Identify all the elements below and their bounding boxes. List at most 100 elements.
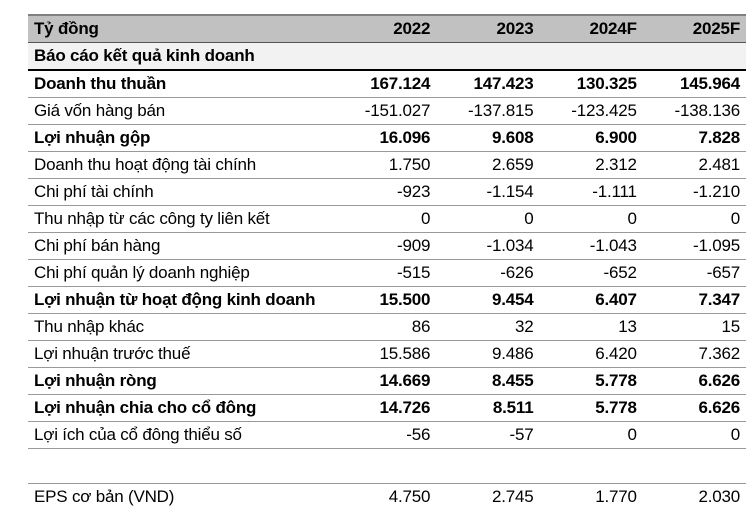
table-row: Chi phí bán hàng -909 -1.034 -1.043 -1.0…	[28, 233, 746, 260]
row-value: 6.626	[698, 398, 740, 417]
row-label: Lợi nhuận chia cho cổ đông	[34, 398, 257, 417]
row-label: Lợi nhuận trước thuế	[34, 344, 191, 363]
row-value: -137.815	[467, 101, 534, 120]
unit-label: Tỷ đồng	[34, 19, 99, 38]
row-label: Chi phí bán hàng	[34, 236, 161, 255]
row-value: 9.486	[491, 344, 534, 363]
row-label: Lợi nhuận ròng	[34, 371, 157, 390]
row-value: -1.095	[692, 236, 740, 255]
row-label: Doanh thu hoạt động tài chính	[34, 155, 256, 174]
row-value: -1.154	[486, 182, 534, 201]
row-value: 6.900	[595, 128, 637, 147]
row-value: 0	[524, 209, 534, 228]
row-value: -515	[397, 263, 431, 282]
row-label: Chi phí tài chính	[34, 182, 154, 201]
table-row: Lợi nhuận ròng 14.669 8.455 5.778 6.626	[28, 368, 746, 395]
row-value: -123.425	[571, 101, 637, 120]
table-header-row: Tỷ đồng 2022 2023 2024F 2025F	[28, 15, 746, 43]
eps-value: 2.745	[491, 487, 534, 506]
row-value: -626	[500, 263, 534, 282]
row-value: -923	[397, 182, 431, 201]
row-value: -57	[509, 425, 534, 444]
table-row: Giá vốn hàng bán -151.027 -137.815 -123.…	[28, 98, 746, 125]
row-value: 0	[627, 209, 637, 228]
row-value: 15.500	[379, 290, 431, 309]
row-value: 13	[618, 317, 637, 336]
row-label: Lợi ích của cổ đông thiểu số	[34, 425, 242, 444]
row-value: 7.362	[698, 344, 740, 363]
row-label: Chi phí quản lý doanh nghiệp	[34, 263, 250, 282]
row-value: 2.659	[491, 155, 534, 174]
eps-row: EPS cơ bản (VND) 4.750 2.745 1.770 2.030	[28, 484, 746, 509]
table-row: Thu nhập khác 86 32 13 15	[28, 314, 746, 341]
row-value: 9.608	[491, 128, 534, 147]
row-value: 6.626	[698, 371, 740, 390]
row-value: -56	[406, 425, 431, 444]
table-row: Lợi nhuận từ hoạt động kinh doanh 15.500…	[28, 287, 746, 314]
spacer-cell	[28, 449, 746, 484]
table-row: Lợi nhuận chia cho cổ đông 14.726 8.511 …	[28, 395, 746, 422]
spacer-row	[28, 449, 746, 484]
row-value: 0	[730, 425, 740, 444]
row-value: 5.778	[595, 398, 637, 417]
row-value: 6.420	[595, 344, 637, 363]
row-value: 14.669	[379, 371, 431, 390]
column-header-2022: 2022	[393, 19, 431, 38]
row-value: -138.136	[674, 101, 740, 120]
row-value: 9.454	[491, 290, 534, 309]
row-value: -657	[706, 263, 740, 282]
table-row: Lợi ích của cổ đông thiểu số -56 -57 0 0	[28, 422, 746, 449]
row-value: 1.750	[388, 155, 431, 174]
row-value: -151.027	[364, 101, 431, 120]
row-value: 0	[730, 209, 740, 228]
row-value: -1.111	[592, 182, 637, 201]
row-label: Thu nhập khác	[34, 317, 144, 336]
row-label: Giá vốn hàng bán	[34, 101, 166, 120]
table-row: Doanh thu hoạt động tài chính 1.750 2.65…	[28, 152, 746, 179]
row-value: -909	[397, 236, 431, 255]
row-value: 0	[420, 209, 431, 228]
section-header-label: Báo cáo kết quả kinh doanh	[34, 46, 255, 65]
row-value: 15.586	[379, 344, 431, 363]
row-value: 7.828	[698, 128, 740, 147]
row-label: Thu nhập từ các công ty liên kết	[34, 209, 270, 228]
row-value: -1.034	[486, 236, 534, 255]
eps-value: 2.030	[698, 487, 740, 506]
row-value: 2.312	[595, 155, 637, 174]
row-label: Lợi nhuận từ hoạt động kinh doanh	[34, 290, 316, 309]
eps-label: EPS cơ bản (VND)	[34, 487, 175, 506]
table-row: Thu nhập từ các công ty liên kết 0 0 0 0	[28, 206, 746, 233]
row-label: Doanh thu thuần	[34, 74, 167, 93]
row-value: 14.726	[379, 398, 431, 417]
row-value: -1.210	[692, 182, 740, 201]
column-header-2023: 2023	[496, 19, 534, 38]
row-value: 6.407	[595, 290, 637, 309]
section-header-row: Báo cáo kết quả kinh doanh	[28, 42, 746, 70]
row-value: 8.511	[492, 398, 534, 417]
row-value: 0	[627, 425, 637, 444]
row-value: 16.096	[379, 128, 431, 147]
row-value: -652	[603, 263, 637, 282]
row-value: 8.455	[491, 371, 534, 390]
row-value: 86	[411, 317, 431, 336]
table-row: Lợi nhuận gộp 16.096 9.608 6.900 7.828	[28, 125, 746, 152]
table-row: Lợi nhuận trước thuế 15.586 9.486 6.420 …	[28, 341, 746, 368]
row-value: 145.964	[679, 74, 740, 93]
row-label: Lợi nhuận gộp	[34, 128, 151, 147]
row-value: 7.347	[698, 290, 740, 309]
row-value: 5.778	[595, 371, 637, 390]
table-row: Chi phí quản lý doanh nghiệp -515 -626 -…	[28, 260, 746, 287]
income-statement-page: Tỷ đồng 2022 2023 2024F 2025F Báo cáo kế…	[0, 14, 750, 509]
row-value: 15	[721, 317, 740, 336]
row-value: -1.043	[589, 236, 637, 255]
eps-value: 4.750	[388, 487, 431, 506]
eps-value: 1.770	[595, 487, 637, 506]
row-value: 130.325	[576, 74, 637, 93]
column-header-2024f: 2024F	[589, 19, 637, 38]
row-value: 147.423	[473, 74, 534, 93]
row-value: 2.481	[698, 155, 740, 174]
column-header-2025f: 2025F	[692, 19, 740, 38]
table-row: Doanh thu thuần 167.124 147.423 130.325 …	[28, 70, 746, 98]
table-row: Chi phí tài chính -923 -1.154 -1.111 -1.…	[28, 179, 746, 206]
row-value: 32	[514, 317, 534, 336]
